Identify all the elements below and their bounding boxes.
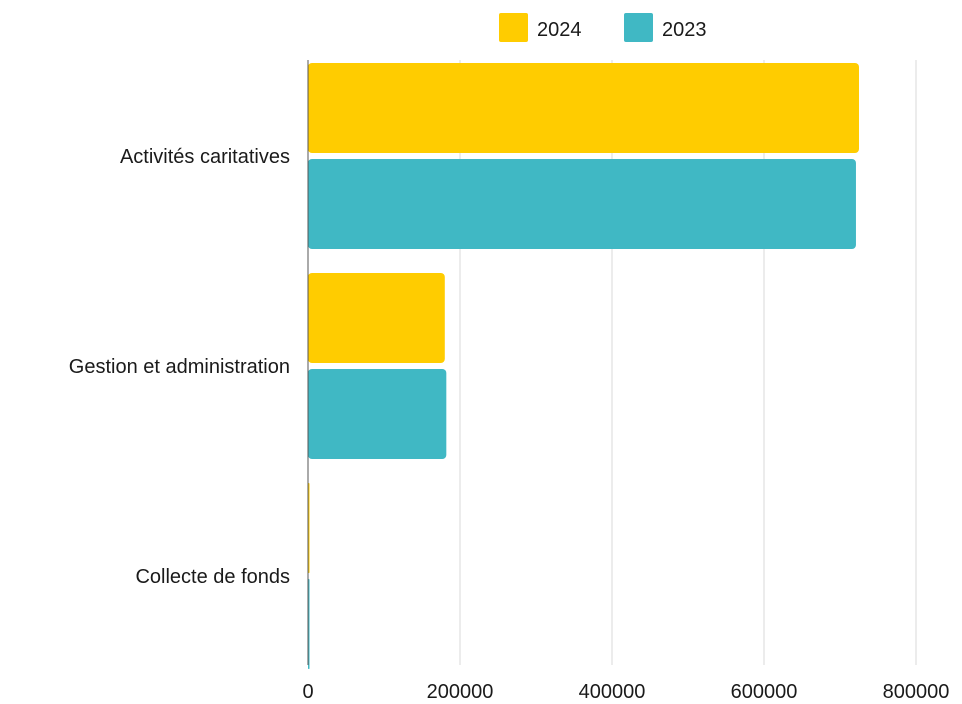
legend-label: 2023 — [662, 19, 707, 41]
bars — [308, 63, 859, 669]
bar-gestion-et-administration-2023[interactable] — [308, 369, 447, 459]
category-label-activites-caritatives: Activités caritatives — [120, 146, 290, 168]
bar-activites-caritatives-2024[interactable] — [308, 63, 859, 153]
category-label-collecte-de-fonds: Collecte de fonds — [135, 566, 290, 588]
x-tick-labels: 0 200000 400000 600000 800000 — [302, 681, 949, 703]
x-tick-label: 800000 — [883, 681, 950, 703]
category-labels: Activités caritatives Gestion et administ… — [69, 146, 290, 588]
x-tick-label: 200000 — [427, 681, 494, 703]
legend[interactable]: 2024 2023 — [499, 13, 707, 42]
legend-swatch — [624, 13, 653, 42]
legend-item-2023[interactable]: 2023 — [624, 13, 707, 42]
legend-item-2024[interactable]: 2024 — [499, 13, 582, 42]
category-label-gestion-et-administration: Gestion et administration — [69, 356, 290, 378]
x-tick-label: 400000 — [579, 681, 646, 703]
bar-activites-caritatives-2023[interactable] — [308, 159, 856, 249]
x-tick-label: 600000 — [731, 681, 798, 703]
x-tick-label: 0 — [302, 681, 313, 703]
legend-label: 2024 — [537, 19, 582, 41]
legend-swatch — [499, 13, 528, 42]
bar-gestion-et-administration-2024[interactable] — [308, 273, 445, 363]
